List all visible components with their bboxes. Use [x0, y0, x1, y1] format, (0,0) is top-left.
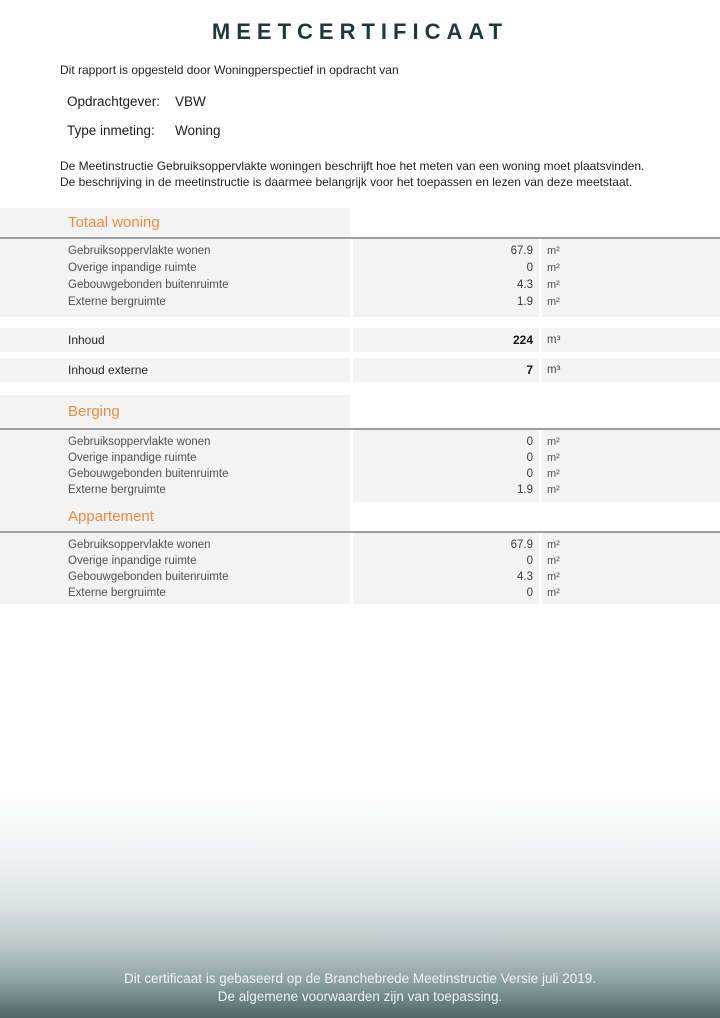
intro-text: Dit rapport is opgesteld door Woningpers… [60, 63, 399, 77]
row-value: 0 [353, 585, 539, 601]
table-row-inhoud: Inhoud 224 m³ [0, 328, 720, 352]
row-unit: m³ [542, 358, 720, 382]
table-row: Overige inpandige ruimte 0 m² [0, 450, 720, 466]
row-unit: m² [542, 260, 720, 277]
description-line-2: De beschrijving in de meetinstructie is … [60, 174, 633, 189]
row-label: Inhoud [0, 328, 350, 352]
table-row: Externe bergruimte 1.9 m² [0, 482, 720, 498]
measurement-table: Totaal woning Gebruiksoppervlakte wonen … [0, 208, 720, 604]
measurement-type-value: Woning [175, 123, 221, 138]
row-label: Gebruiksoppervlakte wonen [0, 537, 350, 553]
footer-gradient [0, 778, 720, 1018]
row-label: Overige inpandige ruimte [0, 260, 350, 277]
section-divider [0, 531, 720, 533]
row-value: 0 [353, 450, 539, 466]
row-label: Overige inpandige ruimte [0, 553, 350, 569]
row-unit: m² [542, 277, 720, 294]
row-value: 67.9 [353, 243, 539, 260]
row-value: 67.9 [353, 537, 539, 553]
row-label: Gebouwgebonden buitenruimte [0, 569, 350, 585]
section-divider [0, 428, 720, 430]
section-header-totaal-woning: Totaal woning [0, 208, 720, 237]
client-value: VBW [175, 94, 206, 109]
table-row: Overige inpandige ruimte 0 m² [0, 553, 720, 569]
row-value: 224 [353, 328, 539, 352]
row-label: Gebruiksoppervlakte wonen [0, 243, 350, 260]
row-value: 4.3 [353, 569, 539, 585]
row-value: 4.3 [353, 277, 539, 294]
row-unit: m² [542, 537, 720, 553]
row-value: 0 [353, 260, 539, 277]
row-label: Gebouwgebonden buitenruimte [0, 277, 350, 294]
section-header-appartement: Appartement [0, 502, 720, 531]
footer-line-1: Dit certificaat is gebaseerd op de Branc… [123, 971, 596, 986]
section-divider [0, 237, 720, 239]
table-row: Externe bergruimte 1.9 m² [0, 294, 720, 311]
row-value: 1.9 [353, 482, 539, 498]
row-value: 0 [353, 434, 539, 450]
table-row: Gebouwgebonden buitenruimte 0 m² [0, 466, 720, 482]
table-row: Externe bergruimte 0 m² [0, 585, 720, 601]
description: De Meetinstructie Gebruiksoppervlakte wo… [60, 159, 644, 190]
row-value: 1.9 [353, 294, 539, 311]
row-unit: m² [542, 294, 720, 311]
measurement-type-label: Type inmeting: [67, 123, 155, 138]
row-unit: m² [542, 482, 720, 498]
row-unit: m² [542, 585, 720, 601]
row-label: Overige inpandige ruimte [0, 450, 350, 466]
table-row: Gebouwgebonden buitenruimte 4.3 m² [0, 277, 720, 294]
section-title: Totaal woning [68, 214, 160, 231]
row-label: Inhoud externe [0, 358, 350, 382]
section-title: Berging [68, 403, 120, 420]
section-header-berging: Berging [0, 395, 720, 428]
row-label: Externe bergruimte [0, 585, 350, 601]
client-row: Opdrachtgever: VBW [67, 94, 206, 109]
table-row-inhoud-externe: Inhoud externe 7 m³ [0, 358, 720, 382]
measurement-type-row: Type inmeting: Woning [67, 123, 221, 138]
table-row: Gebruiksoppervlakte wonen 67.9 m² [0, 243, 720, 260]
page-title: MEETCERTIFICAAT [211, 19, 509, 44]
footer-line-2: De algemene voorwaarden zijn van toepass… [217, 989, 503, 1004]
row-unit: m² [542, 466, 720, 482]
row-unit: m² [542, 553, 720, 569]
row-value: 0 [353, 466, 539, 482]
row-unit: m² [542, 243, 720, 260]
row-label: Externe bergruimte [0, 294, 350, 311]
description-line-1: De Meetinstructie Gebruiksoppervlakte wo… [60, 159, 645, 173]
row-unit: m² [542, 569, 720, 585]
table-row: Gebouwgebonden buitenruimte 4.3 m² [0, 569, 720, 585]
row-label: Gebruiksoppervlakte wonen [0, 434, 350, 450]
row-unit: m² [542, 450, 720, 466]
client-label: Opdrachtgever: [67, 94, 161, 109]
table-row: Gebruiksoppervlakte wonen 0 m² [0, 434, 720, 450]
row-unit: m³ [542, 328, 720, 352]
table-row: Overige inpandige ruimte 0 m² [0, 260, 720, 277]
section-title: Appartement [68, 508, 154, 525]
row-label: Externe bergruimte [0, 482, 350, 498]
row-value: 7 [353, 358, 539, 382]
row-value: 0 [353, 553, 539, 569]
footer-text: Dit certificaat is gebaseerd op de Branc… [0, 970, 720, 1006]
row-unit: m² [542, 434, 720, 450]
table-row: Gebruiksoppervlakte wonen 67.9 m² [0, 537, 720, 553]
row-label: Gebouwgebonden buitenruimte [0, 466, 350, 482]
